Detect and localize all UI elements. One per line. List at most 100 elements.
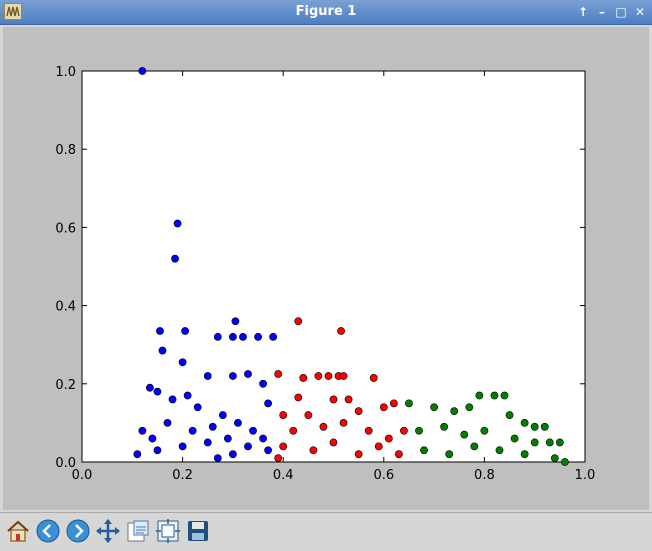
- scatter-point: [279, 442, 288, 451]
- scatter-plot[interactable]: 0.0 0.2 0.4 0.6 0.8 1.0 0.0 0.2 0.4 0.6 0.8 1.0: [3, 27, 649, 510]
- scatter-point: [510, 434, 519, 443]
- home-icon[interactable]: [5, 518, 31, 544]
- figure-canvas[interactable]: 0.0 0.2 0.4 0.6 0.8 1.0 0.0 0.2 0.4 0.6 0.8 1.0: [3, 27, 649, 510]
- x-tick-label: 0.2: [172, 468, 193, 483]
- scatter-point: [465, 403, 474, 412]
- scatter-point: [415, 426, 423, 435]
- scatter-point: [445, 450, 454, 459]
- x-tick-label: 0.0: [72, 468, 93, 483]
- scatter-point: [314, 372, 323, 380]
- close-icon[interactable]: ✕: [634, 5, 646, 19]
- scatter-point: [430, 403, 438, 412]
- scatter-point: [460, 430, 469, 439]
- subplots-icon[interactable]: [155, 518, 181, 544]
- scatter-point: [279, 411, 288, 419]
- title-bar: Figure 1 ↑ – □ ✕: [0, 0, 652, 25]
- scatter-point: [133, 450, 142, 459]
- scatter-point: [450, 407, 459, 416]
- scatter-point: [228, 450, 237, 459]
- scatter-point: [183, 391, 192, 400]
- scatter-point: [188, 426, 197, 435]
- scatter-point: [299, 374, 308, 382]
- scatter-point: [259, 434, 267, 443]
- scatter-point: [304, 411, 313, 419]
- scatter-point: [173, 219, 182, 228]
- y-tick-label: 0.4: [55, 300, 76, 315]
- pin-icon[interactable]: ↑: [577, 5, 589, 19]
- scatter-point: [500, 391, 509, 400]
- scatter-point: [309, 446, 318, 455]
- scatter-point: [344, 395, 353, 404]
- scatter-point: [294, 317, 303, 326]
- scatter-point: [337, 327, 345, 335]
- scatter-point: [244, 442, 252, 451]
- scatter-point: [171, 254, 179, 263]
- navigation-toolbar: [0, 512, 652, 551]
- scatter-point: [203, 372, 212, 380]
- scatter-point: [264, 399, 273, 408]
- scatter-point: [550, 454, 559, 462]
- scatter-point: [329, 438, 338, 447]
- scatter-point: [405, 399, 413, 408]
- scatter-point: [505, 411, 514, 419]
- scatter-point: [239, 332, 247, 341]
- y-tick-label: 0.8: [55, 143, 76, 158]
- zoom-icon[interactable]: [125, 518, 151, 544]
- scatter-point: [475, 391, 484, 400]
- scatter-point: [384, 434, 393, 443]
- scatter-point: [148, 434, 157, 443]
- scatter-point: [274, 454, 283, 462]
- scatter-point: [490, 391, 499, 400]
- x-tick-label: 1.0: [575, 468, 596, 483]
- scatter-point: [228, 372, 237, 380]
- scatter-point: [339, 372, 348, 380]
- scatter-point: [289, 426, 298, 435]
- scatter-point: [319, 422, 328, 431]
- y-tick-label: 0.2: [55, 378, 76, 393]
- back-icon[interactable]: [35, 518, 61, 544]
- window-title: Figure 1: [295, 4, 357, 19]
- scatter-point: [274, 370, 283, 378]
- scatter-point: [181, 327, 190, 335]
- scatter-point: [264, 446, 273, 455]
- scatter-point: [329, 395, 338, 404]
- scatter-point: [560, 458, 569, 466]
- scatter-point: [178, 442, 187, 451]
- scatter-point: [339, 418, 348, 427]
- scatter-point: [146, 383, 154, 392]
- scatter-point: [138, 67, 147, 75]
- scatter-point: [294, 393, 303, 402]
- scatter-point: [193, 403, 202, 412]
- x-tick-label: 0.6: [373, 468, 394, 483]
- plot-area: [81, 70, 586, 463]
- scatter-point: [354, 450, 363, 459]
- scatter-point: [244, 370, 252, 378]
- scatter-point: [379, 403, 388, 412]
- scatter-point: [203, 438, 212, 447]
- scatter-point: [168, 395, 177, 404]
- scatter-point: [354, 407, 363, 416]
- maximize-icon[interactable]: □: [615, 5, 627, 19]
- scatter-point: [158, 346, 167, 355]
- scatter-point: [269, 332, 278, 341]
- x-tick-label: 0.4: [273, 468, 294, 483]
- scatter-point: [520, 450, 529, 459]
- minimize-icon[interactable]: –: [599, 5, 605, 19]
- scatter-point: [440, 422, 449, 431]
- scatter-point: [324, 372, 333, 380]
- scatter-point: [470, 442, 479, 451]
- forward-icon[interactable]: [65, 518, 91, 544]
- scatter-point: [163, 418, 172, 427]
- scatter-point: [530, 438, 539, 447]
- scatter-point: [254, 332, 262, 341]
- scatter-point: [208, 422, 217, 431]
- scatter-point: [530, 422, 539, 431]
- scatter-point: [138, 426, 147, 435]
- scatter-point: [400, 426, 408, 435]
- scatter-point: [495, 446, 504, 455]
- app-icon: [4, 3, 22, 20]
- y-tick-label: 0.0: [55, 456, 76, 471]
- save-icon[interactable]: [185, 518, 211, 544]
- scatter-point: [213, 454, 222, 462]
- pan-icon[interactable]: [95, 518, 121, 544]
